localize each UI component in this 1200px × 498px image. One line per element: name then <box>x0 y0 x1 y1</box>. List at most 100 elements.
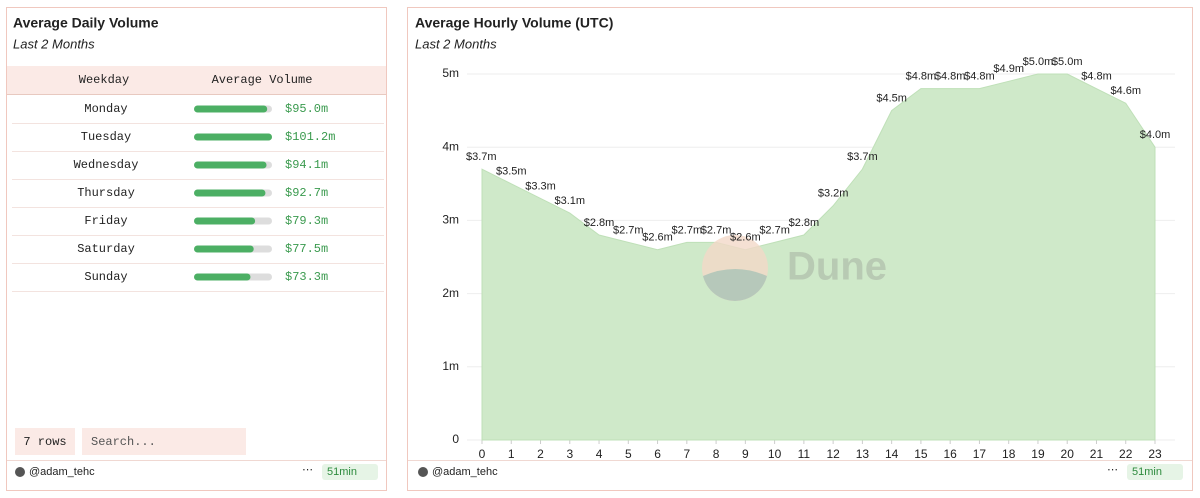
data-label: $3.5m <box>496 166 527 178</box>
avatar <box>418 467 428 477</box>
age-badge <box>1127 464 1183 480</box>
x-tick-label: 2 <box>537 447 544 461</box>
weekday: Thursday <box>77 186 135 200</box>
row-count: 7 rows <box>23 435 66 449</box>
x-tick-label: 19 <box>1031 447 1045 461</box>
x-tick-label: 13 <box>856 447 870 461</box>
data-label: $2.6m <box>730 232 761 244</box>
x-tick-label: 10 <box>768 447 782 461</box>
data-label: $3.1m <box>554 195 585 207</box>
data-label: $5.0m <box>1023 56 1054 68</box>
x-tick-label: 17 <box>973 447 987 461</box>
search-box[interactable] <box>82 428 246 455</box>
data-label: $2.7m <box>613 224 644 236</box>
x-tick-label: 22 <box>1119 447 1133 461</box>
value-label: $77.5m <box>285 242 328 256</box>
x-tick-label: 0 <box>479 447 486 461</box>
bar <box>194 245 254 253</box>
x-tick-label: 14 <box>885 447 899 461</box>
bar <box>194 217 256 225</box>
data-label: $4.8m <box>1081 71 1112 83</box>
age: 51min <box>327 466 357 478</box>
y-tick-label: 5m <box>442 66 459 80</box>
row-count-box <box>15 428 75 455</box>
weekday: Saturday <box>77 242 135 256</box>
age: 51min <box>1132 466 1162 478</box>
menu: ⋯ <box>1107 464 1118 476</box>
menu: ⋯ <box>302 464 313 476</box>
search-placeholder[interactable]: Search... <box>91 435 156 449</box>
data-label: $4.9m <box>993 63 1024 75</box>
data-label: $2.8m <box>584 217 615 229</box>
data-label: $3.3m <box>525 180 556 192</box>
bar <box>194 105 268 113</box>
table-title: Average Daily Volume <box>13 15 159 31</box>
table-subtitle: Last 2 Months <box>13 36 95 51</box>
table-header <box>7 66 386 94</box>
data-label: $3.7m <box>847 151 878 163</box>
value-label: $95.0m <box>285 102 328 116</box>
y-tick-label: 4m <box>442 139 459 153</box>
x-tick-label: 18 <box>1002 447 1016 461</box>
chart-title: Average Hourly Volume (UTC) <box>415 15 613 31</box>
value-label: $73.3m <box>285 270 328 284</box>
data-label: $2.7m <box>701 224 732 236</box>
weekday: Wednesday <box>74 158 139 172</box>
x-tick-label: 12 <box>826 447 840 461</box>
data-label: $2.7m <box>759 224 790 236</box>
x-tick-label: 1 <box>508 447 515 461</box>
author: @adam_tehc <box>29 466 95 478</box>
data-label: $2.7m <box>672 224 703 236</box>
value-label: $79.3m <box>285 214 328 228</box>
weekday: Monday <box>84 102 127 116</box>
y-tick-label: 0 <box>452 432 459 446</box>
value-label: $92.7m <box>285 186 328 200</box>
x-tick-label: 16 <box>943 447 957 461</box>
data-label: $4.5m <box>876 93 907 105</box>
data-label: $3.2m <box>818 188 849 200</box>
x-tick-label: 8 <box>713 447 720 461</box>
x-tick-label: 3 <box>566 447 573 461</box>
author: @adam_tehc <box>432 466 498 478</box>
bar <box>194 189 266 197</box>
watermark: Dune <box>787 245 887 289</box>
x-tick-label: 23 <box>1148 447 1162 461</box>
x-tick-label: 9 <box>742 447 749 461</box>
x-tick-label: 5 <box>625 447 632 461</box>
y-tick-label: 1m <box>442 359 459 373</box>
data-label: $4.6m <box>1110 85 1141 97</box>
value-label: $94.1m <box>285 158 328 172</box>
age-badge <box>322 464 378 480</box>
column-header: Weekday <box>79 73 129 87</box>
bar <box>194 273 251 281</box>
area <box>481 73 1156 441</box>
data-label: $4.8m <box>935 71 966 83</box>
data-label: $5.0m <box>1052 56 1083 68</box>
x-tick-label: 7 <box>683 447 690 461</box>
value-label: $101.2m <box>285 130 335 144</box>
data-label: $2.6m <box>642 232 673 244</box>
y-tick-label: 3m <box>442 213 459 227</box>
data-label: $4.0m <box>1140 129 1171 141</box>
bar <box>194 133 272 141</box>
data-label: $3.7m <box>466 151 497 163</box>
weekday: Friday <box>84 214 127 228</box>
x-tick-label: 20 <box>1061 447 1075 461</box>
avatar <box>15 467 25 477</box>
data-label: $4.8m <box>906 71 937 83</box>
watermark-logo <box>703 269 767 301</box>
column-header: Average Volume <box>212 73 313 87</box>
x-tick-label: 11 <box>798 447 811 461</box>
chart-subtitle: Last 2 Months <box>415 36 497 51</box>
x-tick-label: 6 <box>654 447 661 461</box>
x-tick-label: 15 <box>914 447 928 461</box>
x-tick-label: 21 <box>1090 447 1104 461</box>
y-tick-label: 2m <box>442 286 459 300</box>
bar <box>194 161 267 169</box>
data-label: $2.8m <box>789 217 820 229</box>
weekday: Sunday <box>84 270 127 284</box>
data-label: $4.8m <box>964 71 995 83</box>
weekday: Tuesday <box>81 130 131 144</box>
x-tick-label: 4 <box>596 447 603 461</box>
